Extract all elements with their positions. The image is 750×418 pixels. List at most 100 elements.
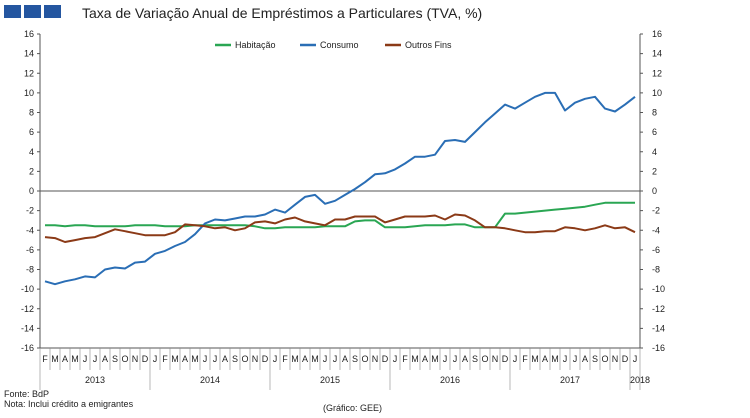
x-tick-label: M	[171, 354, 179, 364]
x-tick-label: J	[513, 354, 518, 364]
y-tick-label-left: 8	[29, 108, 34, 118]
y-tick-label-right: 14	[652, 49, 662, 59]
x-tick-label: M	[431, 354, 439, 364]
y-tick-label-right: -2	[652, 206, 660, 216]
x-tick-label: A	[542, 354, 548, 364]
x-tick-label: J	[633, 354, 638, 364]
x-tick-label: J	[443, 354, 448, 364]
x-tick-label: J	[93, 354, 98, 364]
y-tick-label-right: 6	[652, 127, 657, 137]
year-label: 2013	[85, 375, 105, 385]
y-tick-label-left: 14	[24, 49, 34, 59]
y-tick-label-right: -12	[652, 304, 665, 314]
x-tick-label: F	[522, 354, 528, 364]
x-tick-label: J	[573, 354, 578, 364]
x-tick-label: N	[612, 354, 619, 364]
x-tick-label: M	[51, 354, 59, 364]
x-tick-label: J	[213, 354, 218, 364]
logo-block	[24, 5, 41, 18]
logo-blocks	[4, 5, 61, 18]
y-tick-label-right: -8	[652, 265, 660, 275]
x-tick-label: A	[462, 354, 468, 364]
x-tick-label: N	[492, 354, 499, 364]
year-label: 2017	[560, 375, 580, 385]
x-tick-label: M	[551, 354, 559, 364]
x-tick-label: O	[241, 354, 248, 364]
y-tick-label-right: -6	[652, 245, 660, 255]
legend-label: Consumo	[320, 40, 359, 50]
x-tick-label: D	[622, 354, 629, 364]
x-tick-label: J	[563, 354, 568, 364]
x-tick-label: N	[372, 354, 379, 364]
y-tick-label-left: -14	[21, 323, 34, 333]
x-tick-label: A	[422, 354, 428, 364]
x-tick-label: O	[121, 354, 128, 364]
x-tick-label: M	[291, 354, 299, 364]
x-tick-label: A	[342, 354, 348, 364]
x-tick-label: M	[411, 354, 419, 364]
y-tick-label-left: 10	[24, 88, 34, 98]
footnote: Nota: Inclui crédito a emigrantes	[4, 399, 134, 409]
x-tick-label: F	[162, 354, 168, 364]
y-tick-label-right: -10	[652, 284, 665, 294]
x-tick-label: M	[531, 354, 539, 364]
x-tick-label: J	[393, 354, 398, 364]
logo-block	[44, 5, 61, 18]
x-tick-label: A	[182, 354, 188, 364]
x-tick-label: S	[592, 354, 598, 364]
logo-block	[4, 5, 21, 18]
y-tick-label-right: 2	[652, 166, 657, 176]
chart-title: Taxa de Variação Anual de Empréstimos a …	[82, 5, 483, 21]
x-tick-label: J	[333, 354, 338, 364]
y-tick-label-left: -12	[21, 304, 34, 314]
x-tick-label: D	[502, 354, 509, 364]
x-tick-label: J	[203, 354, 208, 364]
x-tick-label: J	[453, 354, 458, 364]
x-tick-label: A	[222, 354, 228, 364]
x-tick-label: J	[273, 354, 278, 364]
x-tick-label: J	[323, 354, 328, 364]
x-tick-label: M	[191, 354, 199, 364]
x-tick-label: M	[311, 354, 319, 364]
legend-label: Outros Fins	[405, 40, 452, 50]
y-tick-label-right: 8	[652, 108, 657, 118]
year-label: 2015	[320, 375, 340, 385]
x-tick-label: A	[582, 354, 588, 364]
y-tick-label-left: 6	[29, 127, 34, 137]
x-tick-label: A	[62, 354, 68, 364]
x-tick-label: D	[142, 354, 149, 364]
x-tick-label: J	[83, 354, 88, 364]
series-line	[45, 201, 635, 230]
x-tick-label: J	[153, 354, 158, 364]
legend-label: Habitação	[235, 40, 276, 50]
x-tick-label: D	[382, 354, 389, 364]
year-label: 2014	[200, 375, 220, 385]
x-tick-label: O	[361, 354, 368, 364]
series-line	[44, 213, 636, 243]
y-tick-label-left: 12	[24, 68, 34, 78]
x-tick-label: F	[282, 354, 288, 364]
y-tick-label-left: -16	[21, 343, 34, 353]
x-tick-label: M	[71, 354, 79, 364]
y-tick-label-right: -16	[652, 343, 665, 353]
y-tick-label-right: 4	[652, 147, 657, 157]
y-tick-label-left: 0	[29, 186, 34, 196]
x-tick-label: A	[102, 354, 108, 364]
x-tick-label: O	[481, 354, 488, 364]
y-tick-label-left: -8	[26, 265, 34, 275]
x-tick-label: S	[352, 354, 358, 364]
x-tick-label: N	[132, 354, 139, 364]
x-tick-label: D	[262, 354, 269, 364]
y-tick-label-right: -4	[652, 225, 660, 235]
x-tick-label: A	[302, 354, 308, 364]
y-tick-label-left: 4	[29, 147, 34, 157]
x-tick-label: F	[42, 354, 48, 364]
chart-credit: (Gráfico: GEE)	[323, 403, 383, 413]
year-label: 2016	[440, 375, 460, 385]
y-tick-label-left: -4	[26, 225, 34, 235]
series-line	[44, 91, 636, 286]
x-tick-label: N	[252, 354, 259, 364]
x-tick-label: F	[402, 354, 408, 364]
x-tick-label: S	[112, 354, 118, 364]
x-tick-label: O	[601, 354, 608, 364]
